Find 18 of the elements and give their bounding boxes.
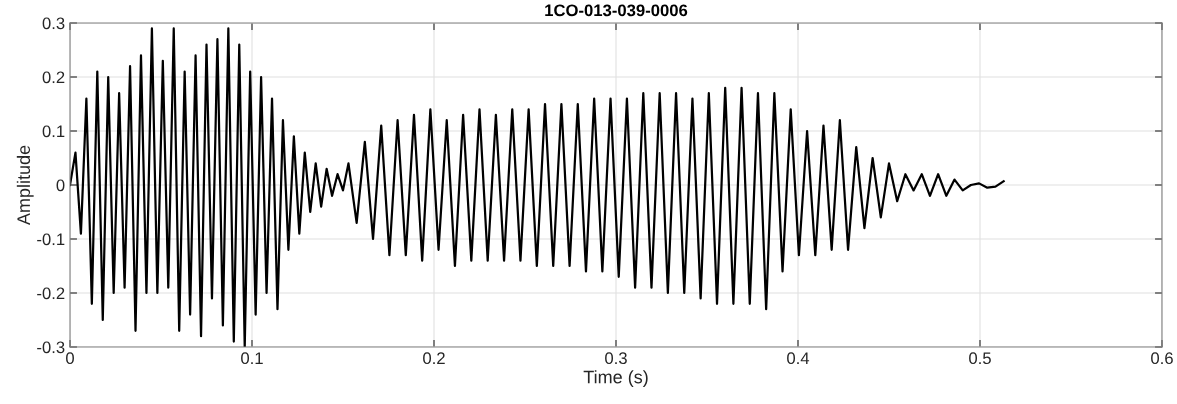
y-tick-label: 0.3	[42, 17, 65, 30]
x-tick-label: 0.3	[605, 352, 627, 365]
y-tick-label: 0.1	[42, 125, 65, 138]
line-series	[70, 27, 1005, 347]
x-tick-label: 0.5	[969, 352, 991, 365]
y-axis-title: Amplitude	[16, 145, 34, 226]
chart-title: 1CO-013-039-0006	[545, 4, 688, 17]
x-tick-label: 0.1	[241, 352, 263, 365]
y-tick-label: -0.2	[37, 287, 65, 300]
y-tick-label: 0	[56, 179, 65, 192]
x-axis-title: Time (s)	[583, 370, 648, 387]
x-tick-label: 0	[66, 352, 74, 365]
x-tick-label: 0.4	[787, 352, 810, 365]
y-tick-label: -0.1	[37, 233, 65, 246]
y-tick-label: 0.2	[42, 71, 65, 84]
x-tick-label: 0.2	[423, 352, 445, 365]
y-tick-label: -0.3	[37, 341, 65, 354]
x-tick-label: 0.6	[1151, 352, 1173, 365]
